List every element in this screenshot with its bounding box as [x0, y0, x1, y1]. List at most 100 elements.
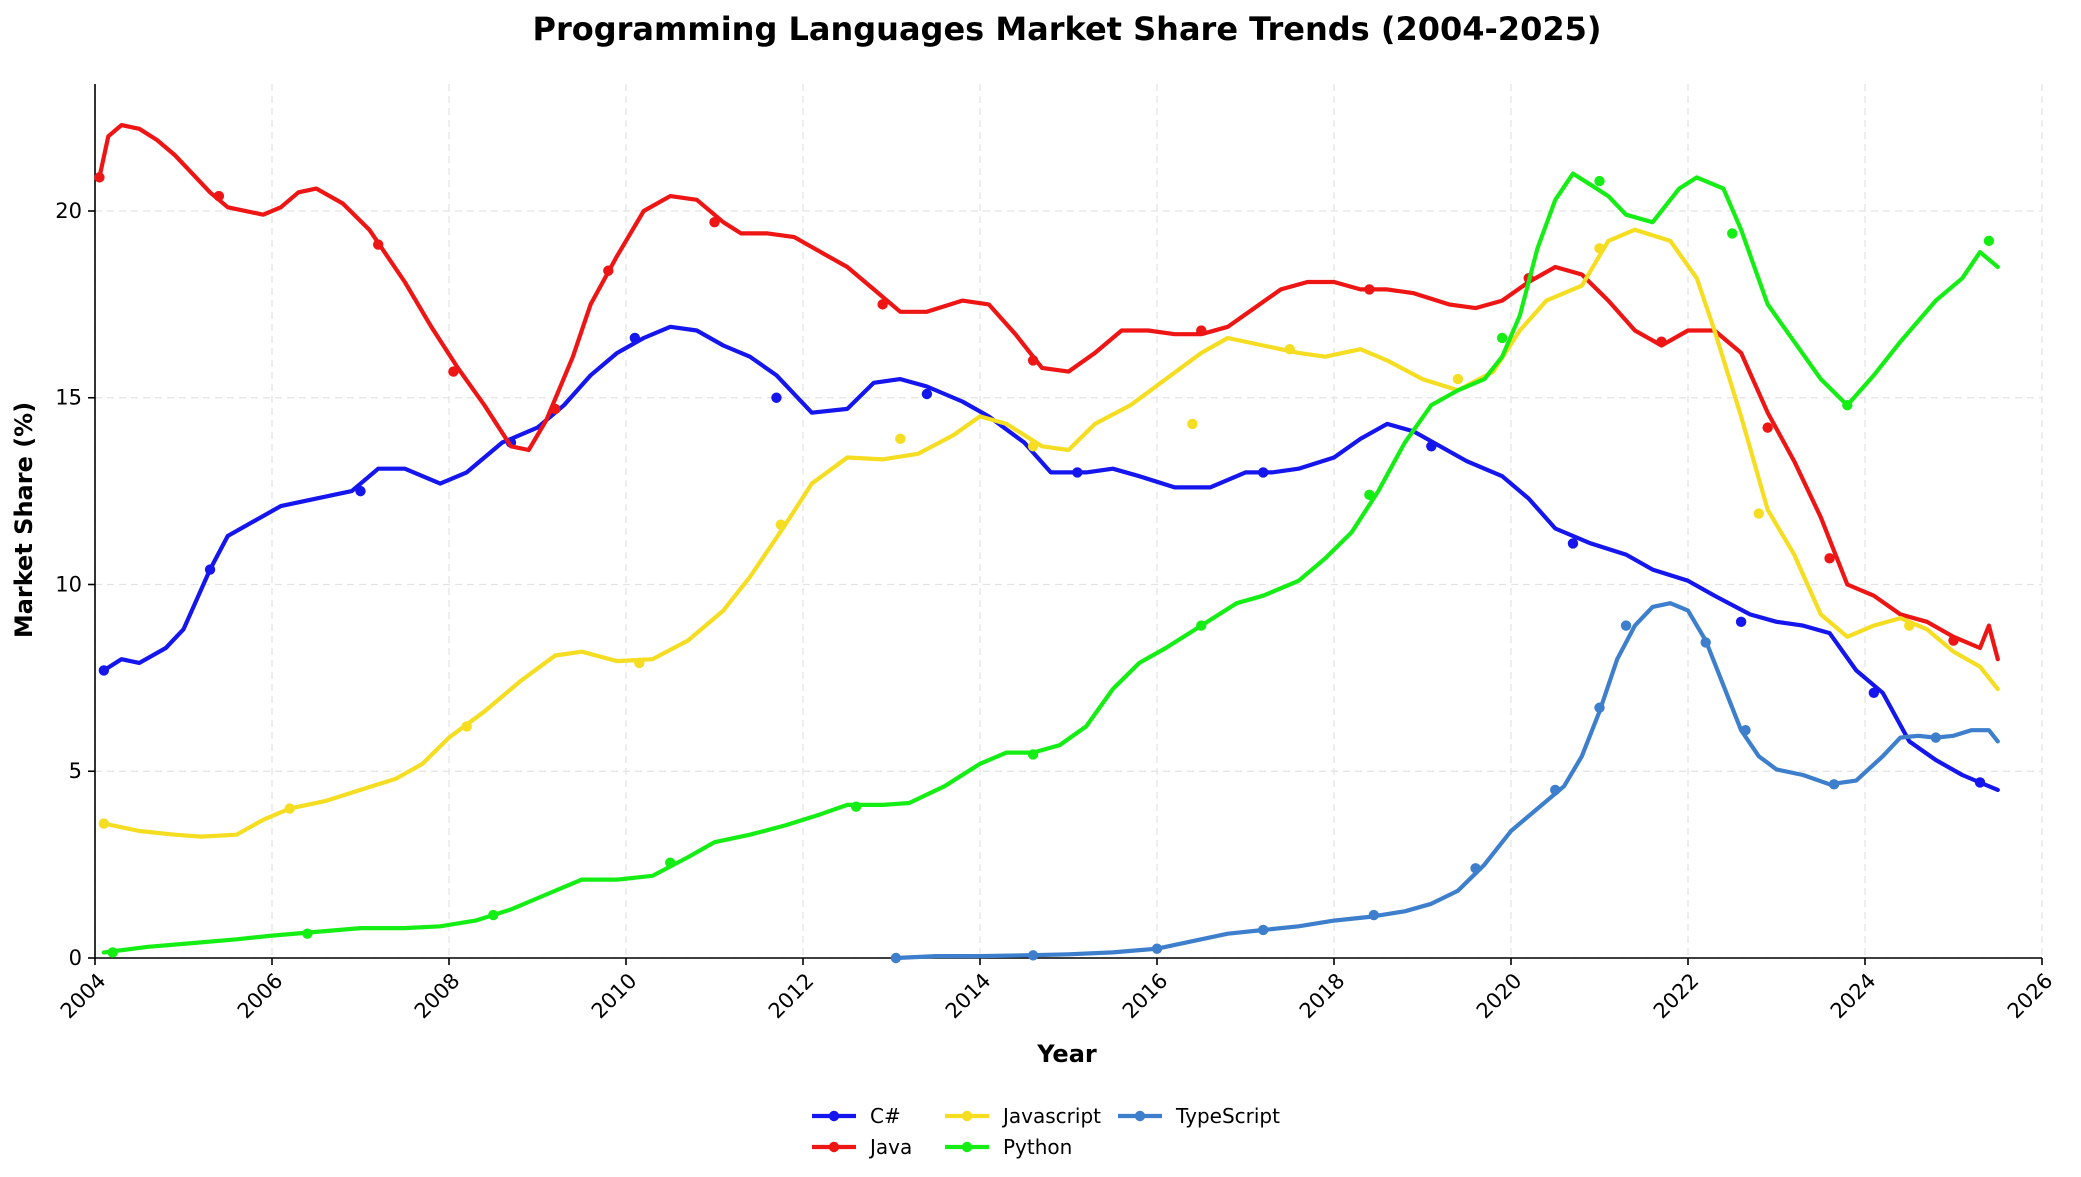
data-point-python: [1594, 175, 1605, 187]
data-point-java: [603, 265, 614, 276]
data-point-python: [850, 801, 862, 812]
y-tick-label: 20: [55, 199, 82, 223]
series-python: [101, 171, 2000, 958]
legend-item-csharp: C#: [812, 1104, 901, 1128]
data-point-javascript: [895, 433, 906, 445]
series-line-javascript: [101, 227, 2000, 839]
data-point-python: [488, 909, 499, 921]
legend-item-javascript: Javascript: [945, 1104, 1101, 1128]
data-point-typescript: [1550, 784, 1561, 796]
data-point-typescript: [1470, 863, 1481, 874]
data-point-java: [1364, 284, 1375, 295]
data-point-java: [550, 403, 561, 415]
y-axis-label: Market Share (%): [10, 402, 38, 638]
data-point-javascript: [1284, 343, 1295, 355]
data-point-javascript: [1027, 441, 1039, 452]
legend-label-python: Python: [1003, 1135, 1072, 1159]
data-point-csharp: [1735, 616, 1747, 628]
data-point-java: [709, 216, 720, 228]
data-point-typescript: [1258, 924, 1269, 936]
legend-label-typescript: TypeScript: [1175, 1104, 1280, 1128]
y-tick-label: 10: [55, 572, 82, 596]
data-point-java: [1196, 325, 1207, 336]
data-point-java: [213, 190, 225, 202]
data-point-javascript: [461, 721, 472, 732]
series-javascript: [98, 227, 2000, 839]
data-point-python: [1196, 620, 1207, 631]
data-point-javascript: [1594, 243, 1605, 254]
legend-item-python: Python: [945, 1135, 1072, 1159]
x-axis-label: Year: [1036, 1040, 1097, 1068]
data-point-python: [1496, 332, 1508, 344]
data-point-typescript: [890, 952, 902, 964]
data-point-typescript: [1151, 943, 1163, 954]
legend-marker-typescript: [1134, 1110, 1146, 1122]
chart-title: Programming Languages Market Share Trend…: [533, 10, 1602, 48]
data-point-csharp: [1072, 467, 1083, 478]
data-point-javascript: [98, 818, 110, 829]
data-point-java: [877, 299, 888, 310]
series-lines: [94, 123, 2000, 964]
data-point-python: [1027, 749, 1039, 760]
data-point-java: [1948, 635, 1959, 646]
data-point-python: [665, 857, 676, 868]
data-point-python: [107, 947, 118, 958]
data-point-typescript: [1700, 637, 1711, 648]
data-point-csharp: [629, 332, 641, 344]
legend-marker-python: [961, 1141, 973, 1153]
data-point-csharp: [1426, 441, 1437, 452]
data-point-javascript: [1452, 373, 1464, 385]
data-point-javascript: [775, 519, 787, 530]
data-point-typescript: [1620, 620, 1632, 631]
legend-marker-javascript: [961, 1110, 973, 1122]
data-point-csharp: [98, 665, 110, 676]
data-point-java: [1027, 355, 1039, 366]
data-point-typescript: [1594, 702, 1605, 713]
legend-item-typescript: TypeScript: [1118, 1104, 1280, 1128]
data-point-java: [1824, 553, 1835, 564]
data-point-csharp: [355, 485, 366, 497]
data-point-java: [448, 366, 459, 377]
series-java: [94, 123, 2000, 662]
data-point-python: [1842, 400, 1853, 411]
data-point-csharp: [204, 564, 216, 575]
data-point-python: [1983, 235, 1995, 247]
series-line-csharp: [101, 324, 2000, 792]
legend-label-javascript: Javascript: [1001, 1104, 1101, 1128]
data-point-csharp: [771, 392, 782, 403]
data-point-csharp: [1974, 777, 1986, 788]
y-tick-label: 0: [69, 946, 82, 970]
data-point-typescript: [1368, 909, 1380, 921]
data-point-python: [1364, 489, 1375, 501]
data-point-csharp: [921, 388, 933, 400]
legend-marker-csharp: [828, 1110, 840, 1122]
data-point-javascript: [1904, 620, 1915, 631]
y-tick-label: 15: [55, 386, 82, 410]
legend-item-java: Java: [812, 1135, 912, 1159]
legend-label-csharp: C#: [870, 1104, 901, 1128]
data-point-typescript: [1740, 724, 1751, 736]
legend: C# Java Javascript Python TypeScript: [812, 1104, 1280, 1159]
data-point-python: [302, 928, 313, 939]
data-point-javascript: [634, 657, 645, 669]
data-point-javascript: [284, 803, 295, 814]
y-tick-label: 5: [69, 759, 82, 783]
data-point-javascript: [1753, 508, 1765, 519]
data-point-csharp: [1567, 538, 1579, 549]
series-line-python: [101, 171, 2000, 955]
data-point-java: [94, 172, 105, 183]
data-point-csharp: [1868, 687, 1880, 699]
data-point-java: [373, 239, 384, 250]
data-point-csharp: [1258, 467, 1269, 478]
legend-marker-java: [828, 1141, 840, 1153]
data-point-typescript: [1930, 732, 1942, 743]
data-point-typescript: [1027, 950, 1039, 961]
data-point-python: [1727, 228, 1738, 239]
legend-label-java: Java: [868, 1135, 912, 1159]
data-point-java: [1656, 336, 1667, 347]
data-point-javascript: [1187, 418, 1198, 430]
series-line-java: [97, 123, 2000, 662]
series-typescript: [890, 601, 2000, 964]
